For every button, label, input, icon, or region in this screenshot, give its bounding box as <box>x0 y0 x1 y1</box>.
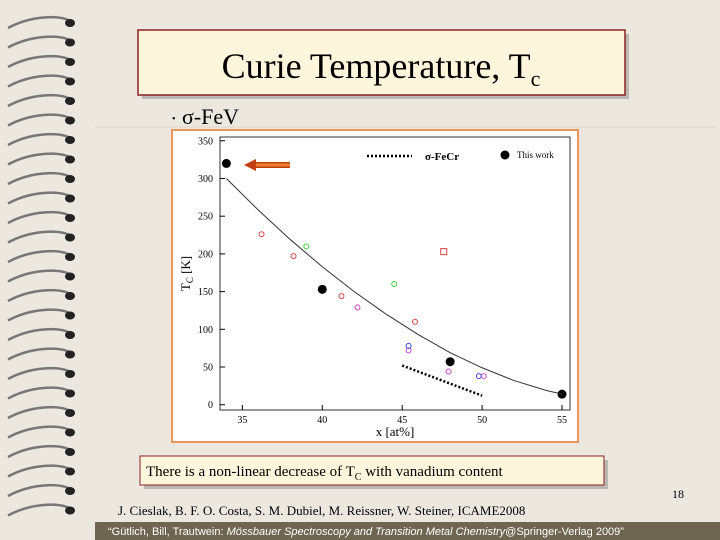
point <box>338 293 345 300</box>
point <box>317 284 327 294</box>
bullet: σ-FeV <box>182 104 239 129</box>
x-axis-label: x [at%] <box>376 424 415 439</box>
coil-hole <box>65 155 75 164</box>
caption-box <box>139 455 605 486</box>
coil-hole <box>65 331 75 339</box>
point <box>354 304 361 311</box>
coil-hole <box>65 136 75 144</box>
y-tick-label: 0 <box>208 400 213 411</box>
page-number: 18 <box>672 487 684 501</box>
x-tick-label: 50 <box>477 415 487 426</box>
coil-hole <box>65 214 75 222</box>
chart-frame <box>171 129 579 443</box>
title-text: Curie Temperature, T <box>222 46 531 86</box>
coil-hole <box>65 311 75 320</box>
point <box>405 342 412 349</box>
point <box>303 243 310 250</box>
coil-hole <box>65 194 75 203</box>
coil-hole <box>65 448 75 456</box>
x-tick-label: 45 <box>397 415 407 426</box>
point <box>391 281 398 288</box>
caption-text: There is a non-linear decrease of T <box>146 464 355 480</box>
legend-label: σ-FeCr <box>425 151 459 163</box>
coil-hole <box>65 253 75 261</box>
x-tick-label: 40 <box>317 415 327 426</box>
binding <box>7 16 75 517</box>
y-tick-label: 150 <box>198 287 213 298</box>
coil-hole <box>65 370 75 378</box>
x-tick-label: 55 <box>557 415 567 426</box>
y-axis-label: TC [K] <box>178 256 195 291</box>
coil-hole <box>65 233 75 242</box>
coil-hole <box>65 292 75 300</box>
slide-title: Curie Temperature, Tc <box>222 46 541 91</box>
coil-hole <box>65 506 75 515</box>
coil-hole <box>65 97 75 105</box>
caption-sub: C <box>355 472 362 483</box>
y-tick-label: 100 <box>198 325 213 336</box>
x-tick-label: 35 <box>237 415 247 426</box>
coil-hole <box>65 467 75 476</box>
coil-hole <box>65 175 75 183</box>
footer-bar <box>95 522 720 540</box>
bullet-dot: • <box>172 114 176 125</box>
coil-hole <box>65 428 75 437</box>
coil-hole <box>65 350 75 359</box>
coil-hole <box>65 58 75 66</box>
point <box>445 368 452 375</box>
caption-text: with vanadium content <box>361 464 503 480</box>
coil-hole <box>65 77 75 86</box>
y-axis-label-sub: C <box>185 277 195 283</box>
point <box>445 357 455 367</box>
plot-area <box>219 136 571 411</box>
y-tick-label: 200 <box>198 249 213 260</box>
point <box>258 231 265 238</box>
point <box>440 248 448 256</box>
footer-text: “Gütlich, Bill, Trautwein: <box>108 526 227 538</box>
title-box <box>137 29 626 96</box>
y-tick-label: 50 <box>203 363 213 374</box>
coil-hole <box>65 116 75 125</box>
y-tick-label: 350 <box>198 136 213 147</box>
coil-hole <box>65 19 75 27</box>
point <box>221 158 231 168</box>
footer: “Gütlich, Bill, Trautwein: Mössbauer Spe… <box>108 526 624 538</box>
footer-italic: Mössbauer Spectroscopy and Transition Me… <box>227 526 507 538</box>
title-sub: c <box>531 66 541 91</box>
fit-line <box>226 178 563 395</box>
point <box>411 318 418 325</box>
coil-hole <box>65 38 75 47</box>
caption: There is a non-linear decrease of TC wit… <box>146 464 504 483</box>
coil-hole <box>65 409 75 417</box>
coil-hole <box>65 272 75 281</box>
point <box>290 253 297 260</box>
footer-text: @Springer-Verlag 2009” <box>505 526 624 538</box>
chart: 35 40 45 50 55 0 50 100 150 200 250 300 350 x [at%] TC… <box>178 136 571 439</box>
y-axis-label-text: [K] <box>178 256 193 277</box>
y-axis-label-text: T <box>178 283 193 291</box>
legend-marker <box>500 150 510 160</box>
y-tick-label: 250 <box>198 212 213 223</box>
coil-hole <box>65 389 75 398</box>
point <box>475 373 482 380</box>
coil-hole <box>65 487 75 495</box>
citation: J. Cieslak, B. F. O. Costa, S. M. Dubiel… <box>118 503 525 518</box>
arrow-head <box>244 159 256 171</box>
y-tick-label: 300 <box>198 174 213 185</box>
legend-label: This work <box>517 150 554 160</box>
